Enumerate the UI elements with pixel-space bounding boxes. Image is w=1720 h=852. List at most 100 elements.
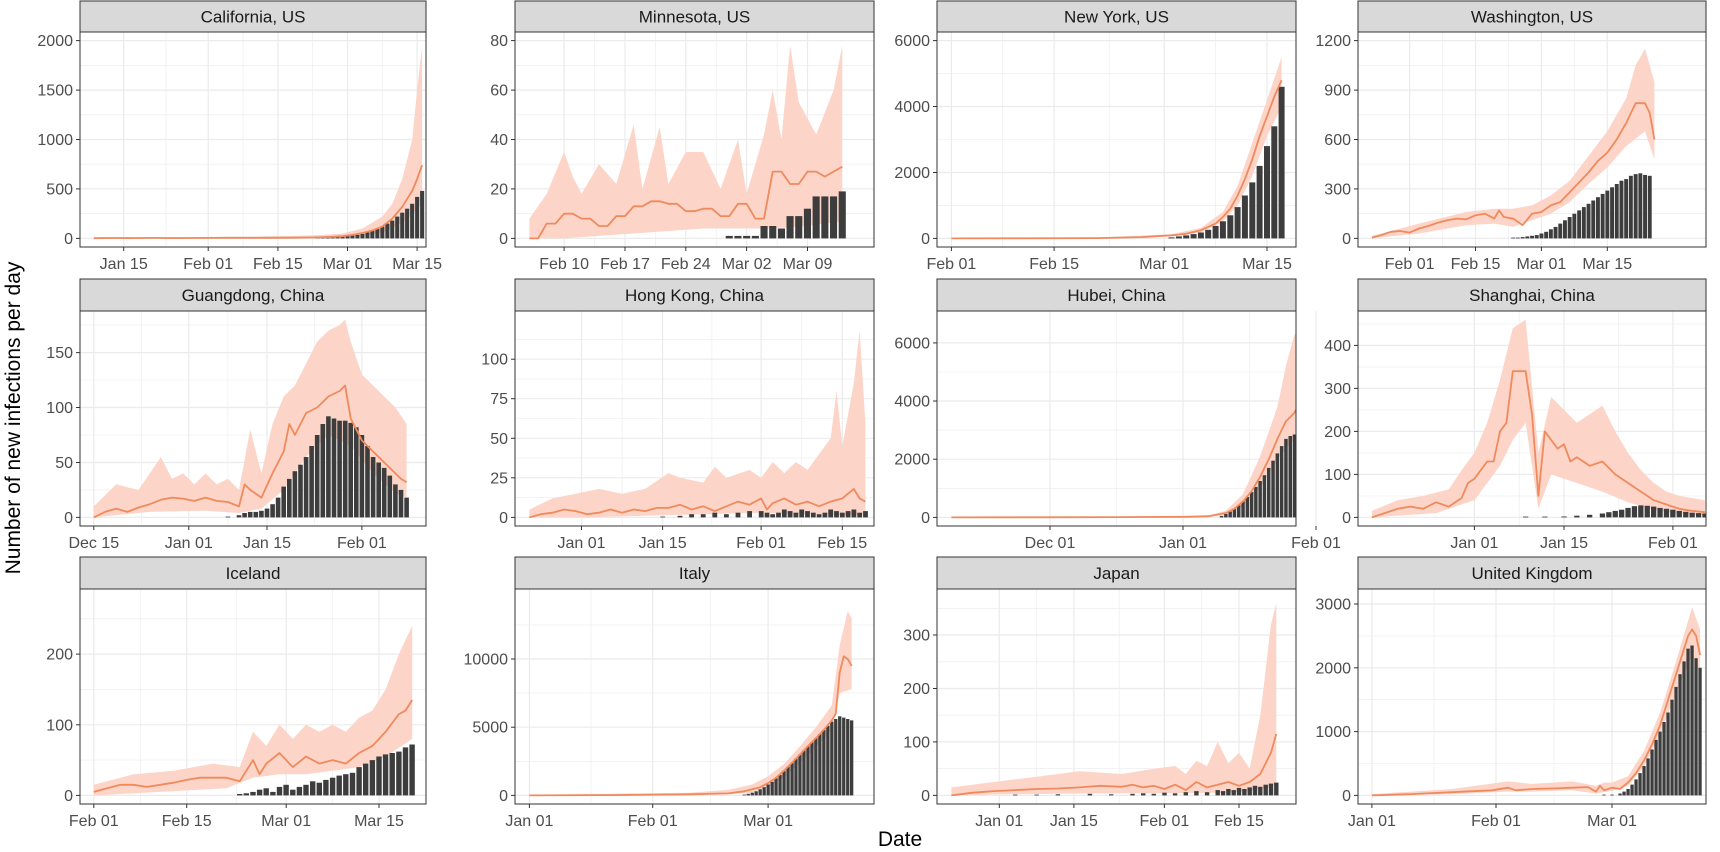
reported-cases-bar [1252,785,1258,796]
facet-strip [514,0,875,33]
plot-content [951,602,1279,797]
x-tick-label: Feb 01 [1385,256,1435,273]
reported-cases-bar [1194,791,1199,796]
panel-border [1357,588,1707,805]
reported-cases-bar [1249,182,1256,239]
reported-cases-bar [331,418,337,518]
reported-cases-bar [1630,784,1634,796]
reported-cases-bar [330,237,335,239]
x-tick-label: Feb 01 [1139,813,1189,830]
reported-cases-bar [830,721,834,796]
facet-title: Minnesota, US [639,8,751,27]
reported-cases-bar [355,234,360,239]
reported-cases-bar [762,787,766,796]
x-tick-label: Jan 15 [639,535,687,552]
y-tick-label: 0 [1342,788,1351,805]
reported-cases-bar [689,514,694,518]
reported-cases-bar [1301,439,1305,518]
reported-cases-bar [1690,645,1694,796]
reported-cases-bar [786,766,790,796]
plot-content [1371,48,1656,239]
reported-cases-bar [1264,146,1270,239]
reported-cases-bar [281,486,286,518]
x-tick-label: Mar 01 [323,256,373,273]
reported-cases-bar [1644,505,1650,518]
reported-cases-bar [1231,790,1236,796]
reported-cases-bar [314,435,320,518]
reported-cases-bar [1662,722,1666,796]
reported-cases-bar [846,719,850,796]
reported-cases-bar [758,511,764,518]
reported-cases-bar [760,226,768,239]
y-tick-label: 0 [64,231,73,248]
y-tick-label: 600 [1324,132,1351,149]
reported-cases-bar [1651,506,1657,518]
reported-cases-bar [822,729,826,796]
x-tick-label: Feb 01 [926,256,976,273]
reported-cases-bar [1271,126,1278,239]
reported-cases-bar [1625,507,1631,518]
reported-cases-bar [290,789,296,796]
y-axis-title: Number of new infections per day [2,261,25,574]
y-tick-label: 400 [1324,338,1351,355]
y-tick-label: 500 [46,181,73,198]
reported-cases-bar [1682,661,1686,796]
facet-title: Guangdong, China [182,286,325,305]
reported-cases-bar [336,775,342,796]
reported-cases-bar [1175,236,1182,239]
x-tick-label: Feb 10 [539,256,589,273]
reported-cases-bar [404,497,409,518]
reported-cases-bar [345,236,350,239]
reported-cases-bar [370,231,375,239]
reported-cases-bar [393,484,398,518]
reported-cases-bar [794,758,798,796]
plot-content [93,45,425,240]
facet-panel: United Kingdom 0 1000 2000 3000 Jan 01 Feb 01 M… [1315,556,1707,830]
reported-cases-bar [1520,237,1525,239]
reported-cases-bar [405,208,410,239]
x-tick-label: Jan 01 [1348,813,1396,830]
x-tick-label: Feb 01 [183,256,233,273]
reported-cases-bar [1619,509,1625,518]
y-tick-label: 4000 [894,99,930,116]
y-tick-label: 40 [490,132,508,149]
y-tick-label: 1200 [1315,33,1351,50]
panel-border [514,310,875,527]
reported-cases-bar [818,734,822,796]
gridlines [515,589,874,804]
reported-cases-bar [1624,179,1629,239]
reported-cases-bar [1220,791,1226,796]
reported-cases-bar [725,235,733,239]
plot-content [529,330,868,519]
reported-cases-bar [1678,674,1682,796]
y-tick-label: 0 [1342,231,1351,248]
facet-panel: Italy 0 5000 10000 Jan 01 Feb 01 Mar 01 [464,556,875,830]
reported-cases-bar [834,511,839,518]
reported-cases-bar [342,420,348,518]
y-tick-label: 0 [499,231,508,248]
y-tick-label: 300 [903,628,930,645]
plot-content [93,625,415,796]
reported-cases-bar [1658,731,1662,796]
y-tick-label: 50 [55,455,73,472]
reported-cases-bar [360,233,365,239]
reported-cases-bar [1190,234,1197,239]
facet-strip [1357,0,1707,33]
facet-panel: Shanghai, China 0 100 200 300 400 Jan 01 Jan 15… [1324,278,1707,552]
facet-strip [514,556,875,590]
x-tick-label: Feb 01 [1291,535,1341,552]
reported-cases-bar [1698,667,1702,796]
reported-cases-bar [1271,460,1275,518]
facet-panel: Iceland 0 100 200 Feb 01 Feb 15 Mar 01 Mar 15 [46,556,427,830]
reported-cases-bar [1638,773,1642,796]
reported-cases-bar [1278,86,1285,239]
reported-cases-bar [802,750,806,796]
reported-cases-bar [781,509,787,518]
reported-cases-bar [1292,434,1296,518]
reported-cases-bar [746,793,750,796]
x-tick-label: Mar 01 [743,813,793,830]
reported-cases-bar [838,716,842,796]
uncertainty-ribbon [1371,319,1705,518]
plot-content [951,57,1285,240]
x-tick-label: Mar 01 [261,813,311,830]
